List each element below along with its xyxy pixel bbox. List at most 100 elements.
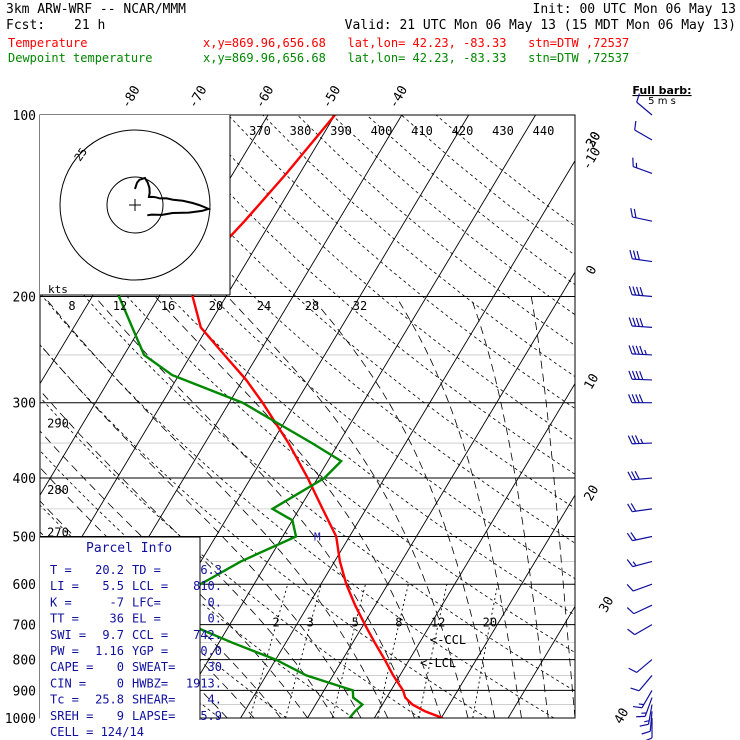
wind-barb-flag bbox=[641, 730, 651, 735]
wind-barb-flag bbox=[630, 687, 640, 692]
parcel-info-value: 0 bbox=[117, 660, 124, 674]
wind-barb-flag bbox=[639, 345, 644, 355]
parcel-info-value-2: 5.9 bbox=[200, 709, 222, 723]
wind-barb-flag bbox=[627, 628, 636, 636]
parcel-info-label: TT = bbox=[50, 612, 79, 626]
isotherm-label-top: -80 bbox=[119, 83, 144, 111]
parcel-info-label-2: LFC= bbox=[132, 595, 161, 609]
parcel-info-label-2: SHEAR= bbox=[132, 693, 175, 707]
parcel-info-value: -7 bbox=[110, 595, 124, 609]
wind-barb-flag bbox=[628, 667, 637, 673]
legend-temperature-label: Temperature bbox=[8, 36, 88, 50]
dry-adiabat-line bbox=[331, 115, 575, 316]
wind-barb-flag bbox=[627, 435, 633, 445]
parcel-info-label-2: SWEAT= bbox=[132, 660, 175, 674]
barb-legend-title: Full barb: bbox=[632, 84, 691, 97]
wind-barb-flag bbox=[628, 370, 633, 380]
wind-barb-staff bbox=[633, 583, 653, 592]
parcel-info-label: K = bbox=[50, 595, 72, 609]
wind-barb-flag bbox=[634, 470, 640, 480]
wind-barb-flag bbox=[638, 394, 644, 403]
pressure-tick-label: 700 bbox=[13, 619, 36, 634]
wind-barb-flag bbox=[632, 286, 637, 296]
parcel-info-label-2: LAPSE= bbox=[132, 709, 175, 723]
parcel-info-label: SWI = bbox=[50, 628, 86, 642]
legend-dewpoint-location: x,y=869.96,656.68 lat,lon= 42.23, -83.33… bbox=[203, 51, 630, 65]
barb-legend-value: 5 m s bbox=[648, 96, 676, 107]
isotherm-line bbox=[40, 115, 336, 608]
wind-barb-staff bbox=[636, 659, 653, 673]
hodograph-ring-label: 25 bbox=[72, 145, 90, 163]
wind-barb-flag bbox=[635, 317, 640, 327]
moist-adiabat-line bbox=[40, 343, 362, 718]
wind-barb-flag bbox=[626, 532, 633, 541]
wind-barb-flag bbox=[635, 394, 640, 403]
wind-barb-flag bbox=[634, 120, 637, 131]
mixing-ratio-label: 12 bbox=[431, 615, 445, 629]
theta-label-top: 420 bbox=[452, 124, 474, 138]
parcel-info-value: 9 bbox=[117, 709, 124, 723]
pressure-tick-label: 800 bbox=[13, 654, 36, 669]
wind-barb-flag bbox=[632, 345, 637, 355]
isotherm-label-right: 20 bbox=[582, 483, 603, 504]
wind-barb-staff bbox=[649, 711, 653, 732]
hodograph-inner-ring bbox=[106, 176, 164, 234]
wind-barb-staff bbox=[633, 604, 653, 615]
wind-barb-flag bbox=[626, 607, 635, 615]
parcel-info-label-2: LCL = bbox=[132, 579, 168, 593]
isotherm-label-right: 30 bbox=[597, 594, 618, 615]
wind-barb-flag bbox=[635, 286, 640, 296]
wind-barb-staff bbox=[634, 129, 653, 141]
mixing-ratio-line bbox=[418, 584, 448, 718]
isotherm-label-top: -40 bbox=[386, 83, 411, 111]
parcel-info-value-2: 810. bbox=[193, 579, 222, 593]
isotherm-line bbox=[574, 717, 575, 718]
isotherm-label-right: 40 bbox=[612, 706, 633, 727]
parcel-info-value-2: 0.0 bbox=[200, 644, 222, 658]
ccl-annotation: <-CCL bbox=[430, 633, 466, 647]
parcel-info-label: Tc = bbox=[50, 693, 79, 707]
wind-barb-flag bbox=[632, 317, 637, 327]
mixing-ratio-label: 2 bbox=[273, 615, 280, 629]
lfc-marker: M bbox=[314, 530, 321, 543]
isotherm-label-right: 10 bbox=[582, 371, 603, 392]
wind-barb-flag bbox=[634, 435, 640, 444]
pressure-tick-label: 200 bbox=[13, 291, 36, 306]
wind-barb-flag bbox=[633, 208, 637, 218]
wind-barb-flag bbox=[628, 286, 633, 295]
dry-adiabat-line bbox=[262, 115, 575, 378]
hodograph-scale-label: 16 bbox=[161, 299, 175, 313]
moist-adiabat-line bbox=[395, 296, 522, 718]
parcel-info-label: SREH = bbox=[50, 709, 93, 723]
dry-adiabat-line bbox=[227, 115, 575, 409]
mixing-ratio-line bbox=[249, 584, 289, 718]
hodograph-scale-label: 12 bbox=[113, 299, 127, 313]
mixing-ratio-label: 5 bbox=[352, 615, 359, 629]
pressure-tick-label: 500 bbox=[13, 530, 36, 545]
wind-barb-flag bbox=[632, 705, 643, 709]
dry-adiabat-line bbox=[297, 115, 575, 346]
isotherm-label-right: 0 bbox=[584, 263, 601, 277]
parcel-info-value: 0 bbox=[117, 676, 124, 690]
parcel-info-value: 36 bbox=[110, 612, 124, 626]
isotherm-line bbox=[440, 494, 575, 718]
parcel-info-label-2: CCL = bbox=[132, 628, 168, 642]
isotherm-label-top: -60 bbox=[253, 83, 278, 111]
parcel-info-value-2: 742. bbox=[193, 628, 222, 642]
wind-barb-flag bbox=[632, 250, 637, 260]
parcel-info-label-2: HWBZ= bbox=[132, 676, 168, 690]
hodograph-scale-label: 8 bbox=[68, 299, 75, 313]
parcel-info-label-2: TD = bbox=[132, 563, 161, 577]
isotherm-line bbox=[0, 115, 1, 718]
moist-adiabat-line bbox=[94, 296, 415, 718]
dry-adiabat-line bbox=[366, 115, 575, 286]
theta-label-top: 430 bbox=[492, 124, 514, 138]
header-fcst-label: Fcst: bbox=[6, 18, 46, 33]
dry-adiabat-line bbox=[40, 241, 575, 692]
theta-label-left: 280 bbox=[47, 483, 69, 497]
wind-barb-staff bbox=[638, 675, 653, 692]
wind-barb-flag bbox=[632, 561, 637, 567]
dry-adiabat-line bbox=[40, 344, 488, 718]
parcel-info-value: 25.8 bbox=[95, 693, 124, 707]
